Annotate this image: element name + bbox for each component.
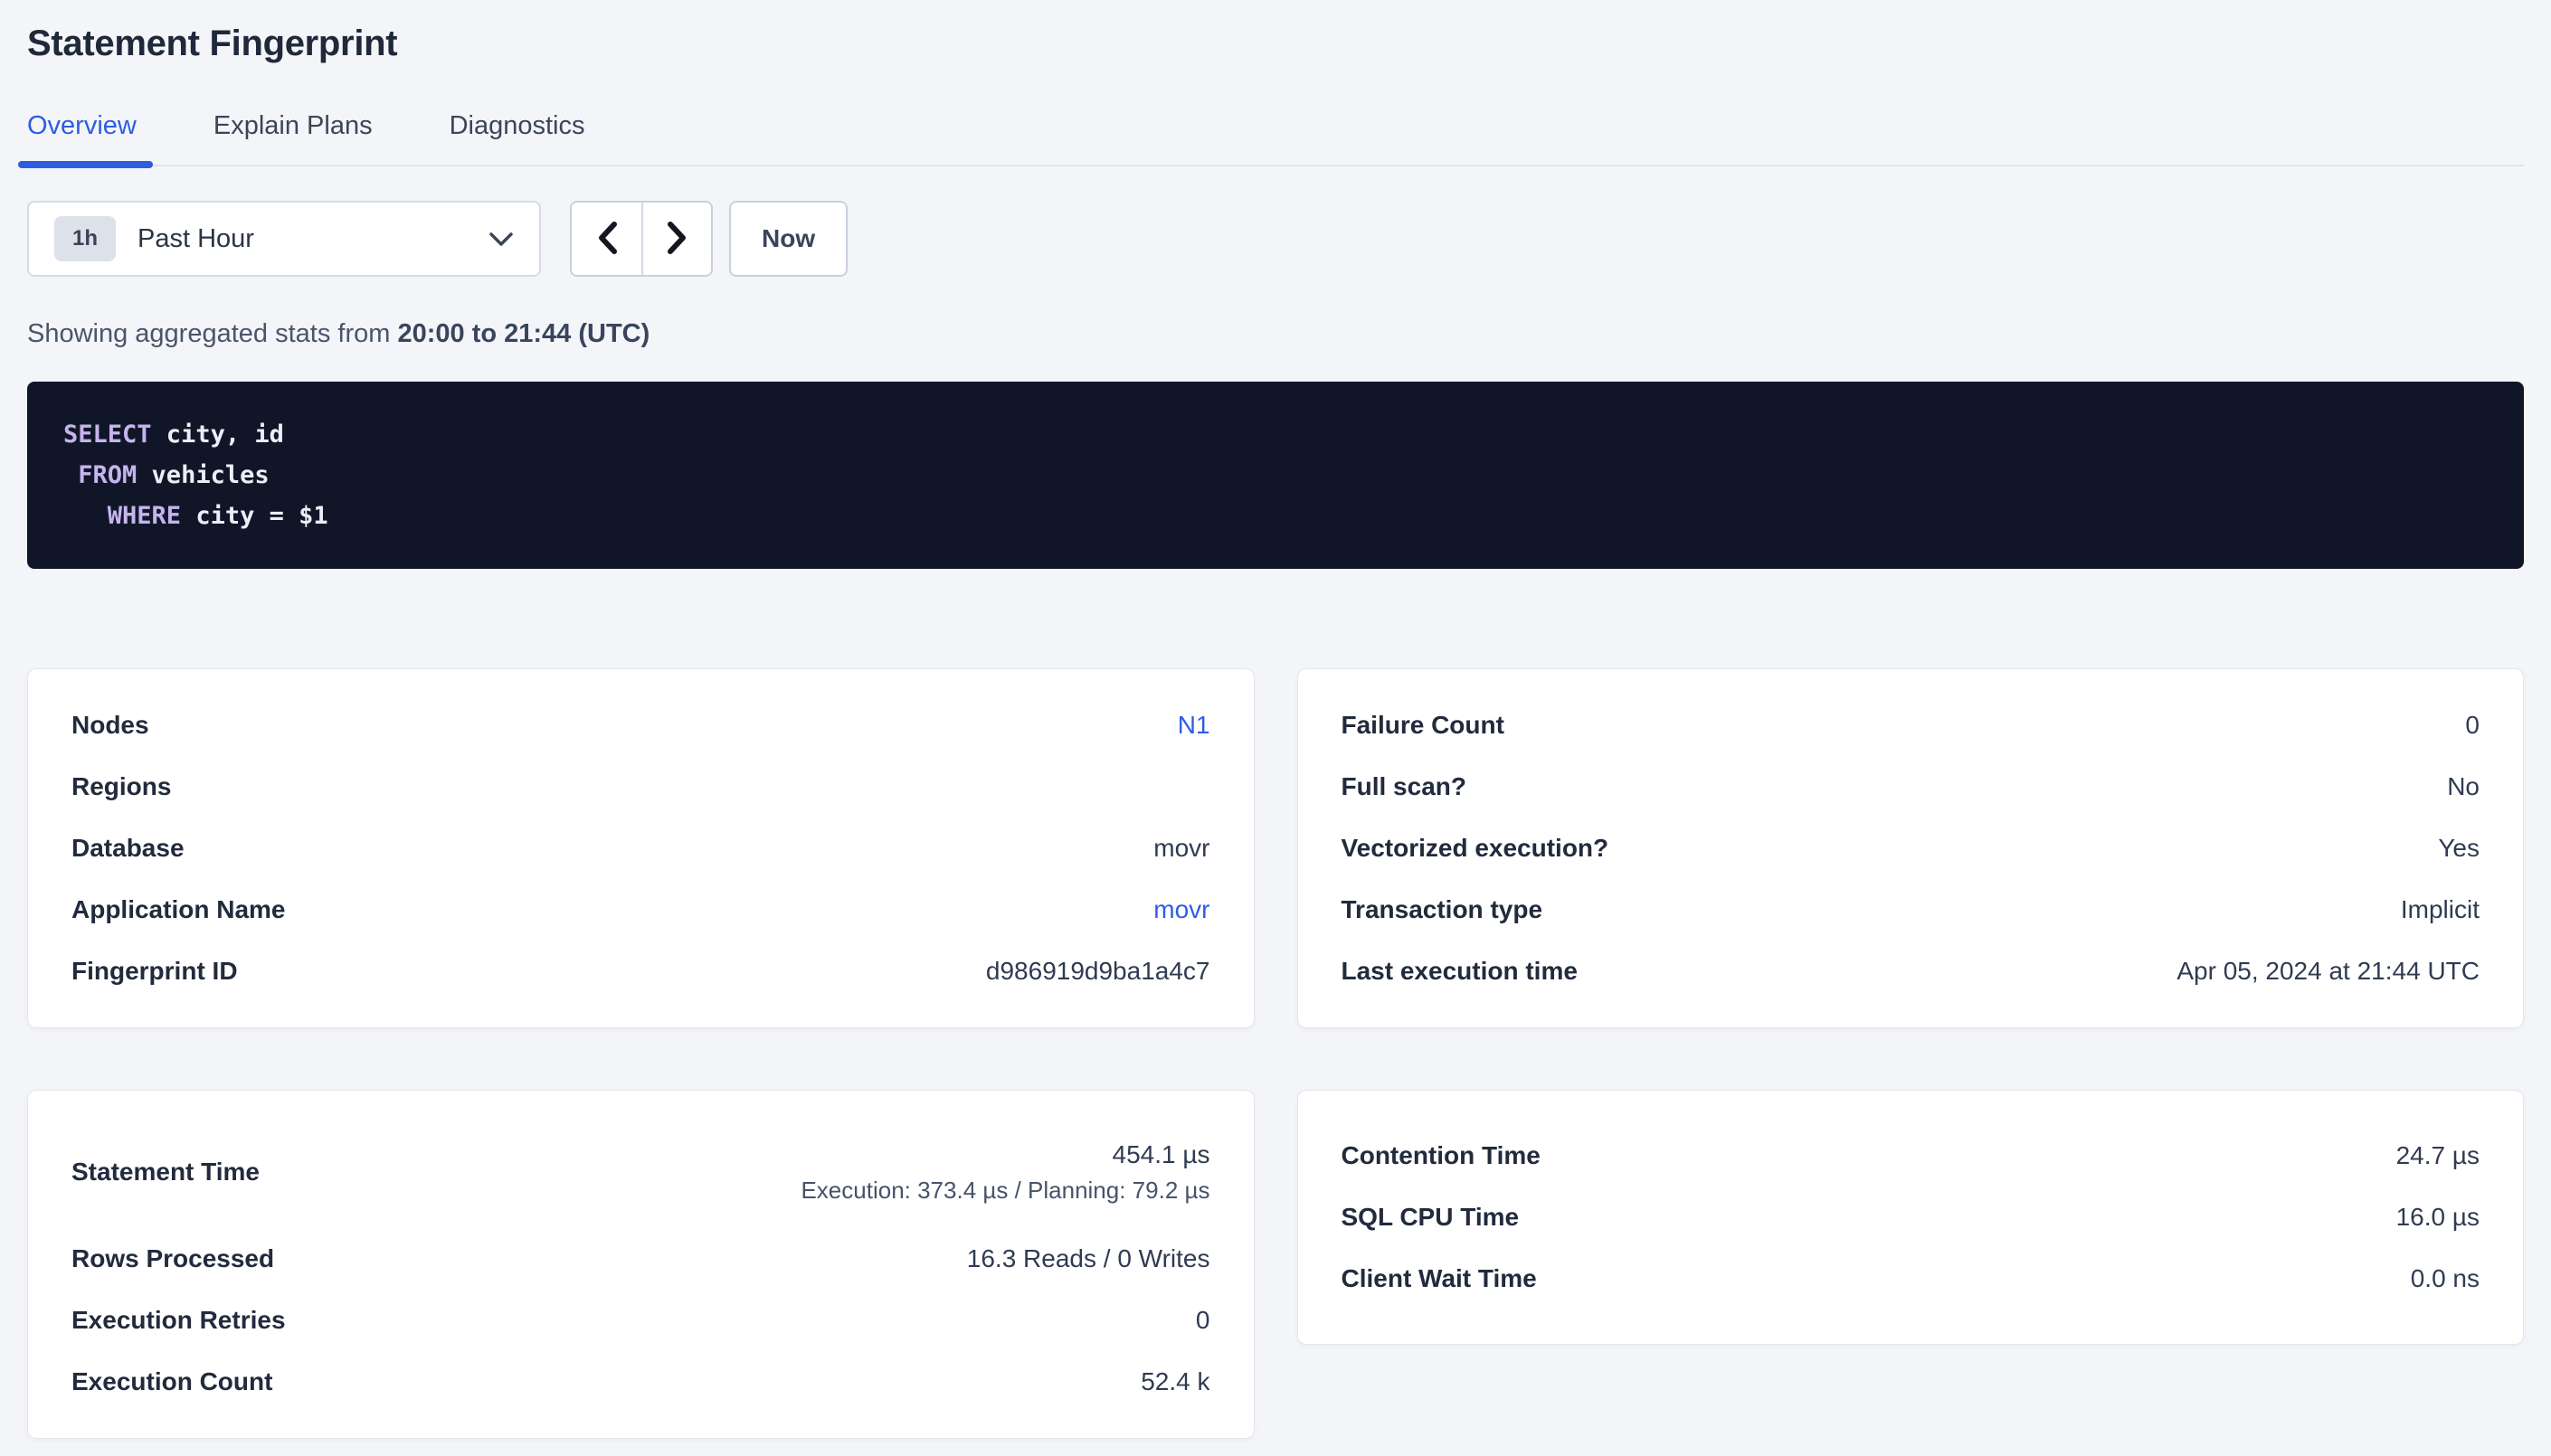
row-value: 454.1 µs	[1112, 1139, 1210, 1168]
row-transaction-type: Transaction type Implicit	[1342, 879, 2480, 941]
row-execution-retries: Execution Retries 0	[71, 1290, 1210, 1351]
time-range-dropdown[interactable]: 1h Past Hour	[27, 201, 541, 277]
row-value: No	[2447, 772, 2480, 800]
row-fingerprint-id: Fingerprint ID d986919d9ba1a4c7	[71, 941, 1210, 1002]
row-label: Client Wait Time	[1341, 1264, 1537, 1292]
row-label: Execution Retries	[71, 1306, 286, 1334]
row-rows-processed: Rows Processed 16.3 Reads / 0 Writes	[71, 1228, 1210, 1290]
row-execution-count: Execution Count 52.4 k	[71, 1351, 1210, 1413]
row-label: Rows Processed	[71, 1244, 275, 1272]
row-statement-time: Statement Time 454.1 µs Execution: 373.4 µ…	[71, 1116, 1210, 1228]
chevron-down-icon	[488, 232, 514, 247]
row-label: SQL CPU Time	[1341, 1203, 1520, 1231]
row-regions: Regions	[71, 756, 1210, 818]
row-failure-count: Failure Count 0	[1342, 695, 2480, 756]
sql-line: SELECT city, id	[63, 421, 284, 449]
summary-card-left: Nodes N1 Regions Database movr Application Na…	[27, 668, 1255, 1028]
sql-statement: SELECT city, id FROM vehicles WHERE city…	[27, 382, 2524, 569]
row-label: Application Name	[71, 895, 286, 923]
tab-overview[interactable]: Overview	[18, 110, 153, 168]
page-title: Statement Fingerprint	[27, 24, 398, 63]
row-value: 0	[1195, 1306, 1210, 1334]
time-nav-group	[570, 201, 713, 277]
row-label: Last execution time	[1341, 957, 1578, 985]
row-value: 52.4 k	[1141, 1367, 1210, 1395]
row-value-link[interactable]: N1	[1177, 711, 1210, 739]
row-label: Transaction type	[1341, 895, 1543, 923]
summary-card-right: Failure Count 0 Full scan? No Vectorized exe…	[1296, 668, 2524, 1028]
row-value: 24.7 µs	[2395, 1141, 2480, 1169]
row-label: Database	[71, 834, 185, 862]
tab-diagnostics[interactable]: Diagnostics	[449, 111, 585, 140]
tab-bar: Overview Explain Plans Diagnostics	[18, 110, 2524, 168]
row-value: d986919d9ba1a4c7	[985, 957, 1210, 985]
row-label: Regions	[71, 772, 172, 800]
chevron-left-icon	[595, 220, 619, 259]
time-range-label: Past Hour	[138, 223, 254, 253]
detail-cards: Nodes N1 Regions Database movr Application Na…	[27, 668, 2524, 1439]
tab-explain-plans[interactable]: Explain Plans	[213, 111, 373, 140]
row-label: Failure Count	[1341, 711, 1504, 739]
row-label: Statement Time	[71, 1158, 260, 1186]
metrics-card-right: Contention Time 24.7 µs SQL CPU Time 16.0 µ…	[1296, 1090, 2524, 1345]
row-last-execution-time: Last execution time Apr 05, 2024 at 21:44…	[1342, 941, 2480, 1002]
time-controls: 1h Past Hour Now	[27, 201, 2524, 277]
aggregated-stats-range: 20:00 to 21:44 (UTC)	[397, 319, 650, 348]
row-database: Database movr	[71, 818, 1210, 879]
row-value: Implicit	[2400, 895, 2480, 923]
row-value: Yes	[2438, 834, 2480, 862]
row-label: Execution Count	[71, 1367, 273, 1395]
now-button[interactable]: Now	[729, 201, 849, 277]
row-label: Vectorized execution?	[1341, 834, 1609, 862]
row-full-scan: Full scan? No	[1342, 756, 2480, 818]
row-value-link[interactable]: movr	[1153, 895, 1210, 923]
row-label: Full scan?	[1341, 772, 1466, 800]
row-value: movr	[1153, 834, 1210, 862]
row-label: Contention Time	[1341, 1141, 1541, 1169]
row-sql-cpu-time: SQL CPU Time 16.0 µs	[1342, 1187, 2480, 1248]
metrics-card-left: Statement Time 454.1 µs Execution: 373.4 µ…	[27, 1090, 1255, 1439]
chevron-right-icon	[666, 220, 689, 259]
sql-line: FROM vehicles	[78, 461, 270, 489]
row-value: 0	[2465, 711, 2480, 739]
row-subvalue: Execution: 373.4 µs / Planning: 79.2 µs	[801, 1176, 1210, 1204]
row-value: Apr 05, 2024 at 21:44 UTC	[2176, 957, 2480, 985]
time-next-button[interactable]	[641, 203, 711, 275]
row-label: Nodes	[71, 711, 149, 739]
row-label: Fingerprint ID	[71, 957, 238, 985]
sql-line: WHERE city = $1	[107, 502, 328, 530]
row-value: 16.0 µs	[2395, 1203, 2480, 1231]
row-value: 0.0 ns	[2410, 1264, 2480, 1292]
row-value: 16.3 Reads / 0 Writes	[966, 1244, 1210, 1272]
row-nodes: Nodes N1	[71, 695, 1210, 756]
aggregated-stats-text: Showing aggregated stats from 20:00 to 2…	[27, 318, 2524, 349]
row-contention-time: Contention Time 24.7 µs	[1342, 1125, 2480, 1187]
row-client-wait-time: Client Wait Time 0.0 ns	[1342, 1248, 2480, 1309]
aggregated-stats-prefix: Showing aggregated stats from	[27, 319, 398, 348]
time-range-badge: 1h	[54, 216, 117, 261]
row-application-name: Application Name movr	[71, 879, 1210, 941]
row-vectorized-execution: Vectorized execution? Yes	[1342, 818, 2480, 879]
time-prev-button[interactable]	[572, 203, 641, 275]
